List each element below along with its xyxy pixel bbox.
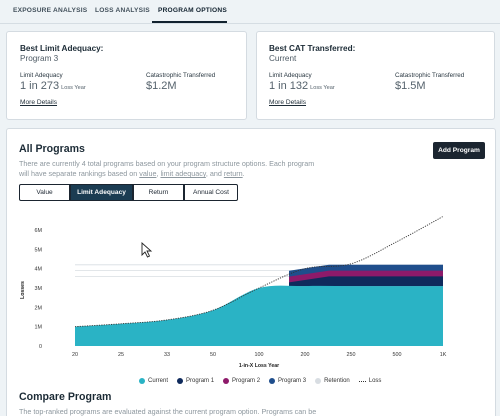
tab-loss-analysis[interactable]: LOSS ANALYSIS [95, 7, 150, 14]
legend-loss[interactable]: Loss [358, 378, 381, 384]
mouse-cursor-icon [141, 242, 153, 258]
tab-exposure-analysis[interactable]: EXPOSURE ANALYSIS [13, 7, 88, 14]
card-title: Best Limit Adequacy: [20, 44, 104, 53]
desc-line-1: There are currently 4 total programs bas… [19, 159, 315, 168]
limit-adequacy-label: Limit Adequacy [20, 72, 63, 79]
legend-retention-dot [315, 378, 322, 384]
more-details-link[interactable]: More Details [20, 99, 58, 106]
best-limit-adequacy-card: Best Limit Adequacy: Program 3 Limit Ade… [6, 31, 247, 120]
cat-transferred-value: $1.2M [146, 80, 177, 92]
legend-current[interactable]: Current [139, 378, 168, 384]
legend-program-1-dot [177, 378, 184, 384]
chart-legend: Current Program 1 Program 2 Program 3 Re… [139, 378, 381, 384]
all-programs-panel: All Programs Add Program There are curre… [6, 128, 496, 416]
add-program-button[interactable]: Add Program [433, 142, 485, 159]
compare-program-description: The top-ranked programs are evaluated ag… [19, 407, 317, 416]
legend-program-2-dot [223, 378, 230, 384]
segment-limit-adequacy[interactable]: Limit Adequacy [70, 184, 133, 201]
legend-current-dot [139, 378, 145, 384]
compare-program-title: Compare Program [19, 391, 112, 403]
all-programs-description: There are currently 4 total programs bas… [19, 159, 419, 179]
legend-program-3-dot [269, 378, 276, 384]
value-link[interactable]: value [139, 169, 157, 178]
limit-adequacy-link[interactable]: limit adequacy [160, 169, 206, 178]
card-program: Program 3 [20, 54, 59, 63]
segment-return[interactable]: Return [133, 184, 184, 201]
segment-value[interactable]: Value [19, 184, 70, 201]
active-tab-indicator [152, 21, 227, 23]
legend-retention[interactable]: Retention [315, 378, 350, 384]
card-title: Best CAT Transferred: [269, 44, 356, 53]
cat-transferred-value: $1.5M [395, 80, 426, 92]
segment-annual-cost[interactable]: Annual Cost [184, 184, 238, 201]
cat-transferred-label: Catastrophic Transferred [395, 72, 465, 79]
limit-adequacy-label: Limit Adequacy [269, 72, 312, 79]
more-details-link[interactable]: More Details [269, 99, 307, 106]
desc-line-2: will have separate rankings based on val… [19, 169, 245, 178]
legend-loss-line [358, 380, 366, 382]
limit-adequacy-value: 1 in 273 Loss Year [20, 80, 86, 92]
best-cat-transferred-card: Best CAT Transferred: Current Limit Adeq… [256, 31, 495, 120]
legend-program-1[interactable]: Program 1 [177, 378, 214, 384]
tab-bar: EXPOSURE ANALYSIS LOSS ANALYSIS PROGRAM … [0, 0, 500, 24]
return-link[interactable]: return [223, 169, 243, 178]
limit-adequacy-value: 1 in 132 Loss Year [269, 80, 335, 92]
legend-program-3[interactable]: Program 3 [269, 378, 306, 384]
card-program: Current [269, 54, 297, 63]
legend-program-2[interactable]: Program 2 [223, 378, 260, 384]
all-programs-title: All Programs [19, 143, 85, 155]
tab-program-options[interactable]: PROGRAM OPTIONS [158, 7, 227, 14]
cat-transferred-label: Catastrophic Transferred [146, 72, 216, 79]
